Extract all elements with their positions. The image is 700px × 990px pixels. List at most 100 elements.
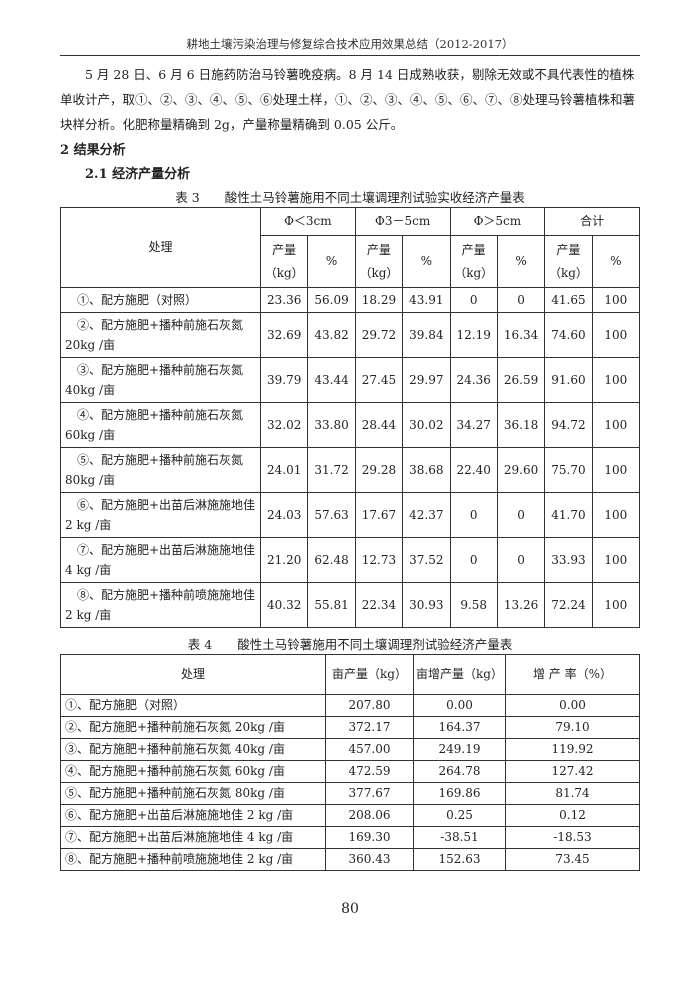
value-cell: 12.73 bbox=[354, 537, 404, 583]
treatment-line1: ⑤、配方施肥+播种前施石灰氮 bbox=[77, 453, 244, 467]
treatment-line1: ②、配方施肥+播种前施石灰氮 bbox=[77, 318, 244, 332]
table-row: ①、配方施肥（对照） 207.80 0.00 0.00 bbox=[60, 694, 640, 717]
value-cell: 39.79 bbox=[259, 357, 309, 403]
table-row: ②、配方施肥+播种前施石灰氮 20kg /亩 372.17 164.37 79.10 bbox=[60, 716, 640, 739]
yield-label: 产量 bbox=[461, 242, 486, 257]
treatment-cell: ⑥、配方施肥+出苗后淋施施地佳 2 kg /亩 bbox=[60, 492, 261, 538]
treatment-cell: ④、配方施肥+播种前施石灰氮 60kg /亩 bbox=[60, 402, 261, 448]
treatment-cell: ⑧、配方施肥+播种前喷施施地佳 2 kg /亩 bbox=[60, 582, 261, 628]
treatment-cell: ⑦、配方施肥+出苗后淋施施地佳 4 kg /亩 bbox=[60, 537, 261, 583]
value-cell: 100 bbox=[591, 492, 641, 538]
value-cell: 75.70 bbox=[544, 447, 593, 493]
value-cell: 249.19 bbox=[413, 738, 506, 761]
treatment-cell: ①、配方施肥（对照） bbox=[60, 694, 326, 717]
value-cell: 94.72 bbox=[544, 402, 593, 448]
treatment-cell: ⑧、配方施肥+播种前喷施施地佳 2 kg /亩 bbox=[60, 848, 326, 871]
yield-label: 产量 bbox=[272, 242, 297, 257]
body-paragraph: 5 月 28 日、6 月 6 日施药防治马铃薯晚疫病。8 月 14 日成熟收获，… bbox=[60, 67, 636, 132]
table-row: ⑤、配方施肥+播种前施石灰氮 80kg /亩 377.67 169.86 81.74 bbox=[60, 782, 640, 805]
value-cell: 100 bbox=[591, 582, 641, 628]
value-cell: 0.00 bbox=[505, 694, 640, 717]
value-cell: -18.53 bbox=[505, 826, 640, 849]
table-row: ⑥、配方施肥+出苗后淋施施地佳 2 kg /亩 24.03 57.63 17.67 42.… bbox=[60, 492, 641, 538]
value-cell: 12.19 bbox=[449, 312, 498, 358]
header-cell: 增 产 率（%） bbox=[505, 654, 640, 695]
treatment-line2: 20kg /亩 bbox=[65, 338, 116, 352]
value-cell: 37.52 bbox=[402, 537, 451, 583]
header-treatment: 处理 bbox=[60, 207, 261, 288]
value-cell: 164.37 bbox=[413, 716, 506, 739]
value-cell: 43.44 bbox=[307, 357, 356, 403]
value-cell: 81.74 bbox=[505, 782, 640, 805]
value-cell: 472.59 bbox=[325, 760, 414, 783]
value-cell: 100 bbox=[591, 447, 641, 493]
page-number: 80 bbox=[341, 901, 359, 917]
value-cell: 360.43 bbox=[325, 848, 414, 871]
treatment-line1: ⑦、配方施肥+出苗后淋施施地佳 bbox=[77, 543, 256, 557]
value-cell: 26.59 bbox=[496, 357, 546, 403]
value-cell: 100 bbox=[591, 537, 641, 583]
value-cell: 18.29 bbox=[354, 287, 404, 313]
value-cell: 21.20 bbox=[259, 537, 309, 583]
table-row: ①、配方施肥（对照） 23.36 56.09 18.29 43.91 0 0 41.65 100 bbox=[60, 287, 641, 313]
value-cell: 17.67 bbox=[354, 492, 404, 538]
header-group: Φ＞5cm bbox=[449, 207, 546, 236]
value-cell: 169.86 bbox=[413, 782, 506, 805]
value-cell: 74.60 bbox=[544, 312, 593, 358]
value-cell: 29.28 bbox=[354, 447, 404, 493]
header-percent: % bbox=[402, 235, 451, 288]
table-row: ⑥、配方施肥+出苗后淋施施地佳 2 kg /亩 208.06 0.25 0.12 bbox=[60, 804, 640, 827]
table-row: ②、配方施肥+播种前施石灰氮 20kg /亩 32.69 43.82 29.72 39.8… bbox=[60, 312, 641, 358]
value-cell: 28.44 bbox=[354, 402, 404, 448]
value-cell: 40.32 bbox=[259, 582, 309, 628]
value-cell: 24.03 bbox=[259, 492, 309, 538]
table-row: ⑤、配方施肥+播种前施石灰氮 80kg /亩 24.01 31.72 29.28 38.6… bbox=[60, 447, 641, 493]
header-percent: % bbox=[307, 235, 356, 288]
value-cell: 32.02 bbox=[259, 402, 309, 448]
value-cell: 56.09 bbox=[307, 287, 356, 313]
value-cell: 30.02 bbox=[402, 402, 451, 448]
table-row: ⑧、配方施肥+播种前喷施施地佳 2 kg /亩 360.43 152.63 73.45 bbox=[60, 848, 640, 871]
value-cell: 100 bbox=[591, 312, 641, 358]
header-yield: 产量 （kg） bbox=[544, 235, 593, 288]
value-cell: 30.93 bbox=[402, 582, 451, 628]
value-cell: 38.68 bbox=[402, 447, 451, 493]
value-cell: 0 bbox=[496, 287, 546, 313]
header-percent: % bbox=[496, 235, 546, 288]
table-row: ⑦、配方施肥+出苗后淋施施地佳 4 kg /亩 169.30 -38.51 -18.5… bbox=[60, 826, 640, 849]
value-cell: 0 bbox=[449, 537, 498, 583]
value-cell: 264.78 bbox=[413, 760, 506, 783]
table3-caption: 表 3 酸性土马铃薯施用不同土壤调理剂试验实收经济产量表 bbox=[175, 190, 525, 205]
running-header: 耕地土壤污染治理与修复综合技术应用效果总结（2012-2017） bbox=[60, 36, 640, 56]
table-row: ⑦、配方施肥+出苗后淋施施地佳 4 kg /亩 21.20 62.48 12.73 37.… bbox=[60, 537, 641, 583]
value-cell: 62.48 bbox=[307, 537, 356, 583]
value-cell: 9.58 bbox=[449, 582, 498, 628]
treatment-line1: ⑥、配方施肥+出苗后淋施施地佳 bbox=[77, 498, 256, 512]
value-cell: 22.34 bbox=[354, 582, 404, 628]
value-cell: 55.81 bbox=[307, 582, 356, 628]
value-cell: 72.24 bbox=[544, 582, 593, 628]
value-cell: 169.30 bbox=[325, 826, 414, 849]
value-cell: 33.80 bbox=[307, 402, 356, 448]
header-cell: 亩产量（kg） bbox=[325, 654, 414, 695]
yield-unit: （kg） bbox=[548, 265, 588, 280]
value-cell: 24.01 bbox=[259, 447, 309, 493]
yield-unit: （kg） bbox=[454, 265, 494, 280]
header-percent: % bbox=[591, 235, 641, 288]
treatment-cell: ⑦、配方施肥+出苗后淋施施地佳 4 kg /亩 bbox=[60, 826, 326, 849]
value-cell: 377.67 bbox=[325, 782, 414, 805]
treatment-cell: ②、配方施肥+播种前施石灰氮 20kg /亩 bbox=[60, 716, 326, 739]
value-cell: -38.51 bbox=[413, 826, 506, 849]
value-cell: 33.93 bbox=[544, 537, 593, 583]
value-cell: 23.36 bbox=[259, 287, 309, 313]
value-cell: 119.92 bbox=[505, 738, 640, 761]
value-cell: 41.70 bbox=[544, 492, 593, 538]
value-cell: 100 bbox=[591, 287, 641, 313]
table-row: ④、配方施肥+播种前施石灰氮 60kg /亩 472.59 264.78 127.42 bbox=[60, 760, 640, 783]
value-cell: 41.65 bbox=[544, 287, 593, 313]
treatment-cell: ②、配方施肥+播种前施石灰氮 20kg /亩 bbox=[60, 312, 261, 358]
treatment-cell: ⑤、配方施肥+播种前施石灰氮 80kg /亩 bbox=[60, 782, 326, 805]
treatment-line2: 2 kg /亩 bbox=[65, 608, 112, 622]
header-cell: 处理 bbox=[60, 654, 326, 695]
treatment-cell: ⑤、配方施肥+播种前施石灰氮 80kg /亩 bbox=[60, 447, 261, 493]
